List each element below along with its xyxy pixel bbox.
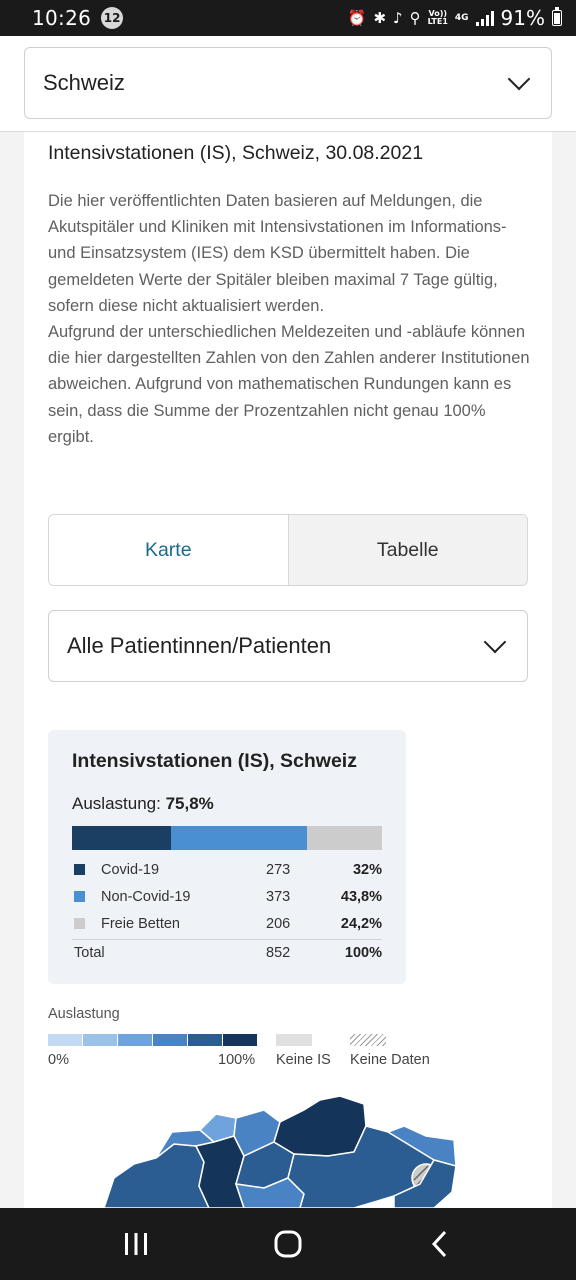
region-select[interactable]: Schweiz <box>24 47 552 119</box>
stats-row-free-beds: Freie Betten 206 24,2% <box>72 910 382 937</box>
card-title: Intensivstationen (IS), Schweiz, 30.08.2… <box>48 142 424 164</box>
legend-title: Auslastung <box>48 1006 120 1022</box>
canton-zurich <box>273 1096 367 1157</box>
chevron-down-icon <box>507 67 531 91</box>
stats-row-covid: Covid-19 273 32% <box>72 856 382 883</box>
stats-row-total: Total 852 100% <box>72 939 382 966</box>
legend-scale-step-5 <box>223 1034 257 1046</box>
top-bar: Schweiz <box>0 36 576 132</box>
legend-scale-step-1 <box>83 1034 117 1046</box>
status-icons: ⏰ ✱ ♪ ⚲ Vo)) LTE1 4G 91% <box>348 6 562 30</box>
canton-west <box>104 1143 210 1208</box>
signal-icon <box>475 10 494 26</box>
patient-filter-select[interactable]: Alle Patientinnen/Patienten <box>48 610 528 682</box>
stats-box: Intensivstationen (IS), Schweiz Auslastu… <box>48 730 406 984</box>
battery-percent: 91% <box>500 6 545 30</box>
legend-scale-step-3 <box>153 1034 187 1046</box>
back-icon <box>431 1230 447 1258</box>
free-beds-swatch <box>74 918 85 929</box>
network-type-icon: 4G <box>454 12 469 23</box>
legend-scale-step-2 <box>118 1034 152 1046</box>
row-percent: 32% <box>352 861 382 878</box>
region-select-value: Schweiz <box>43 70 125 95</box>
alarm-icon: ⏰ <box>347 8 367 27</box>
volte-icon: Vo)) LTE1 <box>427 9 448 26</box>
row-name: Freie Betten <box>101 915 180 932</box>
content-card: Intensivstationen (IS), Schweiz, 30.08.2… <box>24 132 552 1208</box>
row-name: Non-Covid-19 <box>101 888 191 905</box>
status-bar: 10:26 12 ⏰ ✱ ♪ ⚲ Vo)) LTE1 4G 91% <box>0 0 576 36</box>
utilization-value: 75,8% <box>165 794 214 813</box>
legend-color-scale <box>48 1034 257 1046</box>
legend-max-label: 100% <box>218 1052 256 1068</box>
stacked-bar-segment-2 <box>306 826 382 850</box>
row-name: Total <box>74 945 105 961</box>
bluetooth-icon: ✱ <box>373 8 387 27</box>
battery-icon <box>552 7 562 26</box>
row-count: 206 <box>266 915 291 932</box>
system-navigation-bar <box>0 1208 576 1280</box>
recent-apps-button[interactable] <box>106 1214 166 1274</box>
stats-title: Intensivstationen (IS), Schweiz <box>72 750 357 772</box>
stacked-bar-segment-1 <box>171 826 307 850</box>
row-percent: 100% <box>344 945 382 961</box>
mute-icon: ♪ <box>393 8 403 27</box>
location-icon: ⚲ <box>409 8 421 27</box>
status-time: 10:26 <box>32 6 92 30</box>
legend-no-data-label: Keine Daten <box>350 1052 430 1068</box>
stats-rows: Covid-19 273 32% Non-Covid-19 373 43,8% … <box>72 856 382 966</box>
legend-min-label: 0% <box>48 1052 69 1068</box>
row-percent: 24,2% <box>340 915 382 932</box>
card-description: Die hier veröffentlichten Daten basieren… <box>48 192 530 446</box>
utilization-stacked-bar <box>72 826 382 850</box>
row-name: Covid-19 <box>101 861 160 878</box>
view-tabs: Karte Tabelle <box>48 514 528 586</box>
tab-karte[interactable]: Karte <box>49 515 288 585</box>
switzerland-cantons-map[interactable] <box>104 1096 504 1208</box>
tab-tabelle[interactable]: Tabelle <box>287 515 527 585</box>
covid-swatch <box>74 864 85 875</box>
chevron-down-icon <box>483 630 507 654</box>
back-button[interactable] <box>410 1214 470 1274</box>
patient-filter-value: Alle Patientinnen/Patienten <box>67 633 332 658</box>
row-count: 273 <box>266 861 291 878</box>
legend-no-is-label: Keine IS <box>276 1052 331 1068</box>
canton-graubuenden <box>393 1159 457 1208</box>
stacked-bar-segment-0 <box>72 826 172 850</box>
legend-no-is-swatch <box>276 1034 312 1046</box>
non-covid-swatch <box>74 891 85 902</box>
utilization-text: Auslastung: 75,8% <box>72 794 214 814</box>
legend-no-data-swatch <box>350 1034 386 1046</box>
map-legend: Auslastung 0% 100% Keine IS Keine Daten <box>48 1006 528 1076</box>
row-count: 852 <box>266 945 291 961</box>
row-percent: 43,8% <box>340 888 382 905</box>
stats-row-non-covid: Non-Covid-19 373 43,8% <box>72 883 382 910</box>
home-button[interactable] <box>258 1214 318 1274</box>
utilization-label: Auslastung: <box>72 794 161 813</box>
legend-scale-step-4 <box>188 1034 222 1046</box>
recent-apps-icon <box>125 1233 147 1255</box>
notification-count-badge: 12 <box>101 7 124 29</box>
legend-scale-step-0 <box>48 1034 82 1046</box>
home-icon <box>274 1230 302 1258</box>
row-count: 373 <box>266 888 291 905</box>
